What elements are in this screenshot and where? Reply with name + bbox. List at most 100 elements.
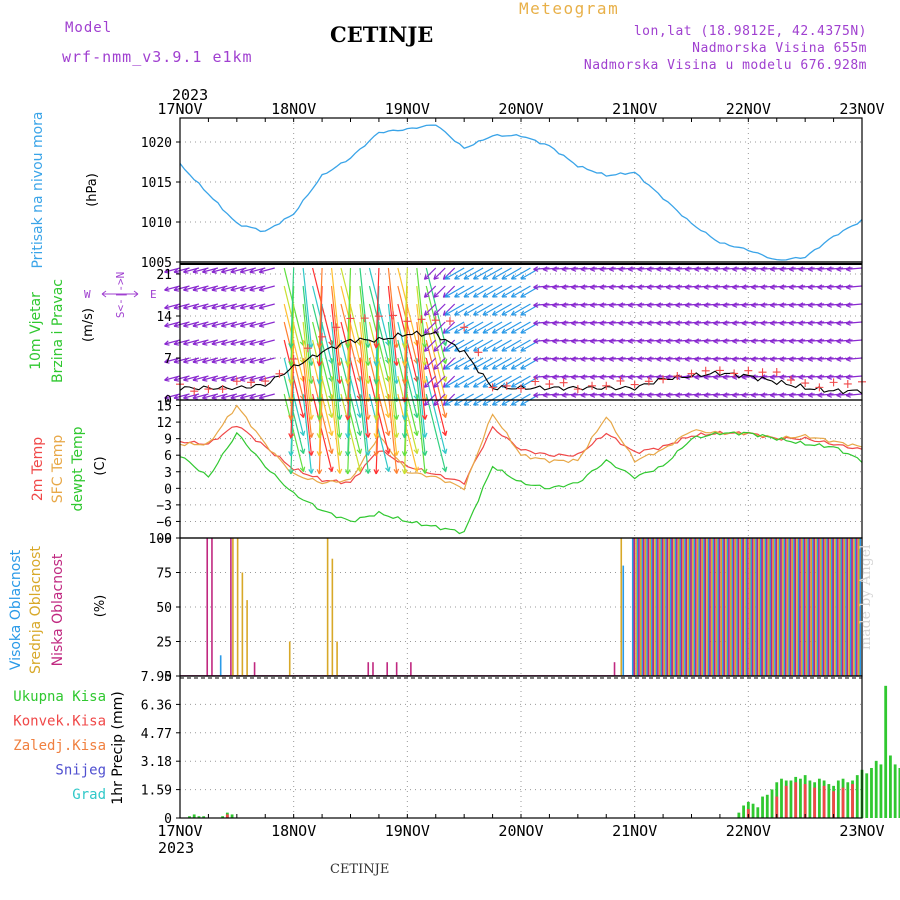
cloud-bar-mid — [649, 538, 652, 676]
wind-arrow-head — [807, 320, 814, 326]
wind-arrow-head — [183, 304, 189, 310]
wind-arrow — [444, 285, 465, 298]
cloud-bar-high — [698, 538, 701, 676]
wind-arrow — [656, 375, 673, 378]
wind-arrow-head — [713, 266, 719, 272]
pressure-unit: (hPa) — [85, 173, 100, 207]
wind-arrow — [433, 267, 446, 280]
wind-arrow — [387, 393, 398, 474]
wind-arrow — [511, 303, 531, 316]
wind-arrow — [609, 267, 626, 270]
wind-arrow — [571, 267, 588, 270]
wind-arrow-head — [441, 466, 448, 473]
wind-arrow — [609, 393, 626, 396]
wind-arrow — [501, 357, 522, 370]
cloud-bar-low — [642, 538, 645, 676]
wind-arrow — [375, 393, 380, 474]
wind-arrow — [259, 321, 275, 327]
wind-arrow-head — [552, 320, 558, 326]
wind-arrow-head — [665, 392, 671, 398]
wind-arrow — [542, 321, 559, 324]
wind-arrow-head — [393, 468, 400, 474]
wind-arrow-head — [183, 358, 189, 364]
wind-arrow-head — [627, 284, 634, 290]
wind-arrow-head — [192, 340, 198, 346]
wind-arrow — [694, 393, 711, 396]
wind-arrow-head — [722, 356, 728, 362]
wind-arrow-head — [211, 304, 217, 310]
wind-gust-marker — [190, 387, 199, 396]
wind-arrow — [424, 375, 437, 388]
wind-arrow — [571, 375, 588, 378]
wind-arrow-head — [510, 382, 517, 388]
temp-line-2 — [179, 431, 863, 535]
cloud-bar-low — [211, 538, 213, 676]
cloud-bar-high — [760, 538, 762, 676]
wind-gust-marker — [545, 380, 554, 389]
cloud-bar-mid — [241, 572, 244, 676]
wind-arrow-head — [751, 320, 757, 326]
y-tick-label: 7.95 — [141, 670, 172, 685]
wind-arrow — [684, 321, 702, 324]
wind-arrow — [318, 285, 323, 366]
wind-arrow-head — [192, 304, 198, 310]
wind-arrow — [492, 339, 512, 352]
wind-arrow — [656, 285, 673, 288]
wind-arrow-head — [798, 302, 804, 308]
wind-arrow — [703, 267, 720, 270]
wind-arrow — [618, 303, 635, 306]
wind-arrow — [542, 285, 559, 288]
compass-arrow — [101, 290, 139, 298]
wind-arrow — [387, 375, 398, 456]
wind-arrow-head — [510, 292, 517, 298]
wind-arrow — [618, 285, 635, 288]
wind-arrow — [442, 375, 456, 388]
wind-arrow-head — [732, 320, 738, 326]
wind-arrow-head — [779, 356, 785, 362]
wind-arrow — [789, 267, 806, 270]
cloud-bar-low — [723, 538, 726, 676]
wind-arrow-head — [817, 392, 823, 398]
wind-arrow-head — [365, 450, 371, 456]
cloud-bar-low — [822, 538, 825, 676]
cloud-bar-low — [253, 662, 256, 676]
wind-arrow-head — [173, 376, 180, 382]
wind-gust-marker — [744, 366, 753, 375]
wind-arrow-head — [589, 392, 596, 398]
wind-arrow-head — [501, 274, 507, 280]
cloud-bar-high — [703, 538, 705, 676]
x-label-bottom: 19NOV — [385, 822, 430, 840]
wind-arrow-head — [722, 266, 728, 272]
wind-arrow-head — [183, 376, 189, 382]
wind-arrow-head — [684, 356, 690, 362]
wind-gust-marker — [786, 376, 795, 385]
wind-arrow-head — [258, 268, 265, 274]
wind-arrow-head — [627, 302, 634, 308]
wind-arrow — [836, 375, 853, 378]
cloud-bar-mid — [236, 538, 239, 676]
wind-arrow-head — [656, 356, 662, 362]
wind-arrow — [542, 303, 559, 306]
wind-arrow — [520, 357, 541, 370]
cloud-bar-low — [742, 538, 744, 676]
wind-arrow-head — [356, 430, 363, 437]
wind-arrow-head — [373, 451, 380, 457]
wind-arrow — [751, 267, 768, 270]
wind-arrow — [424, 339, 437, 352]
wind-arrow — [425, 303, 447, 382]
wind-arrow — [552, 267, 569, 270]
wind-arrow-head — [646, 320, 653, 326]
precip-bar-conv — [225, 814, 229, 818]
wind-arrow-head — [589, 284, 596, 290]
cloud-bar-low — [386, 662, 388, 676]
wind-arrow-head — [401, 343, 408, 349]
wind-arrow-head — [373, 433, 380, 439]
wind-arrow-head — [463, 292, 470, 298]
y-tick-label: −3 — [156, 499, 172, 514]
wind-arrow-head — [836, 338, 842, 344]
wind-arrow-head — [694, 266, 700, 272]
wind-arrow-head — [491, 292, 498, 298]
wind-arrow — [628, 285, 645, 288]
cloud-bar-mid — [232, 538, 234, 676]
y-tick-label: −6 — [156, 515, 172, 530]
